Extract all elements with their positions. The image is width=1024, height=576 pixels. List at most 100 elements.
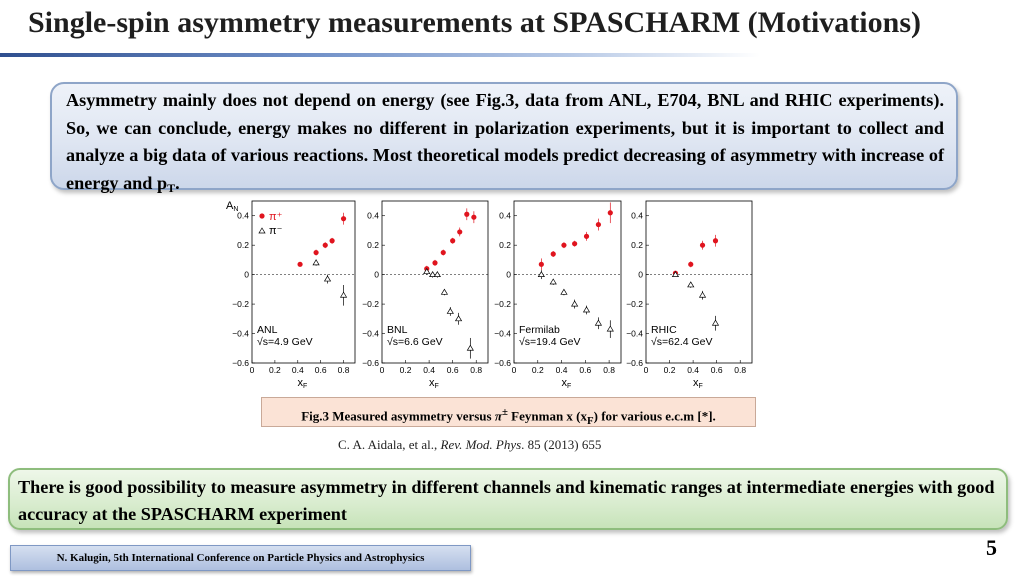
x-tick-label: 0.4 xyxy=(556,365,568,375)
data-point-pi-minus xyxy=(429,270,437,277)
data-point-pi-plus xyxy=(712,238,719,244)
data-point-pi-minus xyxy=(423,268,431,275)
motivation-text-end: . xyxy=(175,172,180,193)
data-point-pi-minus xyxy=(339,291,348,298)
x-axis-label: xF xyxy=(693,377,703,390)
x-tick-label: 0.8 xyxy=(734,365,746,375)
data-point-pi-minus xyxy=(571,300,579,307)
data-point-pi-minus xyxy=(671,270,680,277)
title-underline xyxy=(0,53,760,57)
footer-text: N. Kalugin, 5th International Conference… xyxy=(56,552,425,564)
y-tick-label: 0.4 xyxy=(367,211,379,221)
y-tick-label: −0.6 xyxy=(232,358,249,368)
data-point-pi-plus xyxy=(550,251,556,257)
footer-banner: N. Kalugin, 5th International Conference… xyxy=(10,545,471,571)
caption-text-post: ) for various e.c.m [*]. xyxy=(593,408,716,424)
x-tick-label: 0.4 xyxy=(423,365,435,375)
data-point-pi-minus xyxy=(446,307,454,314)
data-point-pi-plus xyxy=(340,216,347,222)
data-point-pi-minus xyxy=(323,275,332,282)
data-point-pi-plus xyxy=(313,249,319,256)
data-point-pi-minus xyxy=(312,259,320,266)
x-tick-label: 0.6 xyxy=(579,365,591,375)
data-point-pi-plus xyxy=(699,242,706,248)
caption-text-pre: Fig.3 Measured asymmetry versus xyxy=(301,408,495,424)
caption-pm-symbol: ± xyxy=(501,406,508,418)
legend-marker-pi-minus xyxy=(258,227,266,234)
y-tick-label: −0.2 xyxy=(362,299,379,309)
y-tick-label: 0.2 xyxy=(499,240,511,250)
legend-label-pi-minus: π⁻ xyxy=(269,225,283,237)
energy-label: √s=4.9 GeV xyxy=(257,336,313,348)
data-point-pi-minus xyxy=(433,270,441,277)
y-tick-label: 0 xyxy=(374,270,379,280)
y-axis-label: AN xyxy=(226,200,238,213)
legend-label-pi-plus: π⁺ xyxy=(269,211,283,223)
data-point-pi-plus xyxy=(607,210,613,216)
x-tick-label: 0 xyxy=(380,365,385,375)
data-point-pi-plus xyxy=(595,221,602,228)
data-point-pi-minus xyxy=(560,288,568,295)
panel-4: 0.40.20−0.2−0.4−0.60 0.2 0.4 0.6 0.8xFRHIC√s… xyxy=(626,200,753,390)
x-tick-label: 0.8 xyxy=(338,365,350,375)
data-point-pi-minus xyxy=(582,306,591,313)
x-tick-label: 0.6 xyxy=(315,365,327,375)
data-point-pi-plus xyxy=(440,249,446,256)
x-axis-label: xF xyxy=(429,377,439,390)
experiment-label: BNL xyxy=(387,324,408,336)
y-tick-label: −0.6 xyxy=(494,358,511,368)
x-tick-label: 0.4 xyxy=(292,365,304,375)
data-point-pi-plus xyxy=(688,261,694,267)
data-point-pi-plus xyxy=(322,242,328,248)
data-point-pi-plus xyxy=(457,229,463,235)
experiment-label: Fermilab xyxy=(519,324,560,336)
data-point-pi-plus xyxy=(471,214,477,220)
y-tick-label: −0.2 xyxy=(626,299,643,309)
data-point-pi-plus xyxy=(561,242,567,248)
citation: C. A. Aidala, et al., Rev. Mod. Phys. 85… xyxy=(338,437,601,453)
x-tick-label: 0.6 xyxy=(447,365,459,375)
experiment-label: ANL xyxy=(257,324,278,336)
data-point-pi-minus xyxy=(466,344,474,351)
y-tick-label: 0.4 xyxy=(237,211,249,221)
data-point-pi-plus xyxy=(538,261,544,267)
caption-text-mid: Feynman x (x xyxy=(507,408,588,424)
data-point-pi-minus xyxy=(698,291,707,298)
data-point-pi-minus xyxy=(454,315,463,322)
citation-journal: Rev. Mod. Phys xyxy=(440,437,522,452)
data-point-pi-plus xyxy=(572,241,578,247)
data-point-pi-minus xyxy=(606,325,614,332)
energy-label: √s=62.4 GeV xyxy=(651,336,713,348)
y-tick-label: 0 xyxy=(506,270,511,280)
data-point-pi-minus xyxy=(549,278,557,285)
data-point-pi-plus xyxy=(432,260,438,266)
citation-authors: C. A. Aidala, et al., xyxy=(338,437,441,452)
x-tick-label: 0 xyxy=(644,365,649,375)
data-point-pi-minus xyxy=(711,319,720,326)
data-point-pi-plus xyxy=(583,233,590,239)
slide-title: Single-spin asymmetry measurements at SP… xyxy=(28,6,921,39)
motivation-text-box: Asymmetry mainly does not depend on ener… xyxy=(50,82,958,195)
panel-3: 0.40.20−0.2−0.4−0.60 0.2 0.4 0.6 0.8xFFermil… xyxy=(494,200,622,390)
x-tick-label: 0.4 xyxy=(687,365,699,375)
y-tick-label: −0.4 xyxy=(232,329,249,339)
motivation-text: Asymmetry mainly does not depend on ener… xyxy=(66,90,944,193)
x-axis-label: xF xyxy=(562,377,572,390)
y-tick-label: 0.4 xyxy=(631,211,643,221)
data-point-pi-minus xyxy=(594,319,603,326)
panel-2: 0.40.20−0.2−0.4−0.60 0.2 0.4 0.6 0.8xFBNL√s=… xyxy=(362,200,489,390)
x-tick-label: 0.8 xyxy=(603,365,615,375)
y-tick-label: 0.2 xyxy=(237,240,249,250)
y-tick-label: 0 xyxy=(244,270,249,280)
x-tick-label: 0.8 xyxy=(470,365,482,375)
x-tick-label: 0.2 xyxy=(269,365,281,375)
y-tick-label: −0.2 xyxy=(494,299,511,309)
y-tick-label: −0.6 xyxy=(362,358,379,368)
data-point-pi-plus xyxy=(464,211,470,217)
x-tick-label: 0.2 xyxy=(664,365,676,375)
x-axis-label: xF xyxy=(298,377,308,390)
y-tick-label: −0.6 xyxy=(626,358,643,368)
x-tick-label: 0 xyxy=(250,365,255,375)
asymmetry-figure: 0.40.20−0.2−0.4−0.60 0.2 0.4 0.6 0.8ANxFANL√… xyxy=(226,200,753,390)
caption-xf-subscript: F xyxy=(587,414,594,427)
